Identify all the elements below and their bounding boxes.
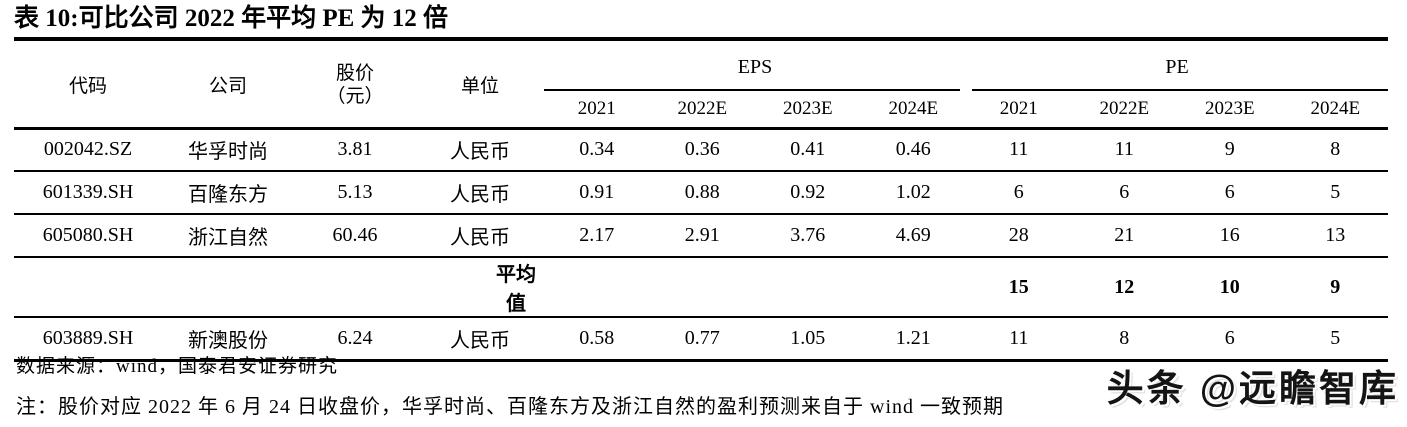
cell-eps-2021: 0.58 bbox=[544, 317, 650, 362]
cell-code: 002042.SZ bbox=[14, 128, 162, 172]
cell-eps-2021: 2.17 bbox=[544, 214, 650, 258]
eps-group-underline bbox=[544, 89, 961, 91]
cell-eps-2023e: 1.05 bbox=[755, 317, 861, 362]
average-label: 平均值 bbox=[416, 257, 544, 318]
eps-year-2022e: 2022E bbox=[649, 91, 755, 130]
cell-empty bbox=[162, 257, 294, 318]
pe-group-label: PE bbox=[1165, 55, 1189, 78]
cell-pe-2024e: 8 bbox=[1282, 128, 1389, 172]
cell-empty bbox=[649, 257, 755, 318]
pe-group-underline bbox=[972, 89, 1389, 91]
col-header-code: 代码 bbox=[14, 43, 162, 130]
avg-pe-2021: 15 bbox=[966, 257, 1072, 318]
eps-year-2021: 2021 bbox=[544, 91, 650, 130]
cell-pe-2024e: 5 bbox=[1282, 317, 1389, 362]
cell-price: 5.13 bbox=[294, 171, 416, 215]
group-header-pe: PE bbox=[966, 43, 1389, 91]
col-header-price-line1: 股价 bbox=[335, 62, 374, 84]
eps-year-2024e: 2024E bbox=[860, 91, 967, 130]
cell-unit: 人民币 bbox=[416, 128, 544, 172]
cell-company: 华孚时尚 bbox=[162, 128, 294, 172]
cell-eps-2022e: 0.88 bbox=[649, 171, 755, 215]
watermark: 头条 @远瞻智库 bbox=[1106, 368, 1399, 409]
pe-year-2023e: 2023E bbox=[1177, 91, 1283, 130]
cell-unit: 人民币 bbox=[416, 214, 544, 258]
cell-company: 百隆东方 bbox=[162, 171, 294, 215]
footnote: 注：股价对应 2022 年 6 月 24 日收盘价，华孚时尚、百隆东方及浙江自然… bbox=[16, 396, 1004, 418]
cell-unit: 人民币 bbox=[416, 317, 544, 362]
cell-pe-2021: 6 bbox=[966, 171, 1072, 215]
comparable-companies-table: 代码 公司 股价 （元） 单位 EPS PE 2021 2022E 2023E bbox=[14, 43, 1389, 362]
cell-eps-2024e: 4.69 bbox=[860, 214, 967, 258]
cell-pe-2022e: 8 bbox=[1071, 317, 1178, 362]
cell-pe-2023e: 6 bbox=[1177, 171, 1283, 215]
cell-eps-2023e: 0.41 bbox=[755, 128, 861, 172]
data-source-note: 数据来源：wind，国泰君安证券研究 bbox=[16, 356, 339, 377]
cell-pe-2023e: 9 bbox=[1177, 128, 1283, 172]
pe-year-2021: 2021 bbox=[966, 91, 1072, 130]
cell-eps-2024e: 1.02 bbox=[860, 171, 967, 215]
cell-pe-2023e: 16 bbox=[1177, 214, 1283, 258]
cell-pe-2024e: 5 bbox=[1282, 171, 1389, 215]
cell-eps-2023e: 3.76 bbox=[755, 214, 861, 258]
col-header-price: 股价 （元） bbox=[294, 43, 416, 130]
table-row: 605080.SH 浙江自然 60.46 人民币 2.17 2.91 3.76 … bbox=[14, 214, 1389, 258]
cell-eps-2022e: 0.36 bbox=[649, 128, 755, 172]
cell-empty bbox=[294, 257, 416, 318]
cell-pe-2024e: 13 bbox=[1282, 214, 1389, 258]
pe-year-2022e: 2022E bbox=[1071, 91, 1178, 130]
cell-eps-2021: 0.34 bbox=[544, 128, 650, 172]
cell-pe-2021: 11 bbox=[966, 128, 1072, 172]
group-header-row: 代码 公司 股价 （元） 单位 EPS PE bbox=[14, 43, 1389, 130]
cell-price: 60.46 bbox=[294, 214, 416, 258]
cell-code: 601339.SH bbox=[14, 171, 162, 215]
cell-price: 6.24 bbox=[294, 317, 416, 362]
cell-eps-2024e: 0.46 bbox=[860, 128, 967, 172]
cell-eps-2022e: 0.77 bbox=[649, 317, 755, 362]
pe-year-2024e: 2024E bbox=[1282, 91, 1389, 130]
avg-pe-2022e: 12 bbox=[1071, 257, 1178, 318]
cell-eps-2023e: 0.92 bbox=[755, 171, 861, 215]
eps-group-label: EPS bbox=[737, 55, 773, 78]
cell-pe-2022e: 6 bbox=[1071, 171, 1178, 215]
cell-pe-2023e: 6 bbox=[1177, 317, 1283, 362]
col-header-company: 公司 bbox=[162, 43, 294, 130]
cell-empty bbox=[544, 257, 650, 318]
cell-empty bbox=[860, 257, 967, 318]
cell-company: 新澳股份 bbox=[162, 317, 294, 362]
table-row: 601339.SH 百隆东方 5.13 人民币 0.91 0.88 0.92 1… bbox=[14, 171, 1389, 215]
table-row: 002042.SZ 华孚时尚 3.81 人民币 0.34 0.36 0.41 0… bbox=[14, 128, 1389, 172]
cell-company: 浙江自然 bbox=[162, 214, 294, 258]
col-header-price-line2: （元） bbox=[326, 85, 384, 107]
cell-empty bbox=[755, 257, 861, 318]
cell-unit: 人民币 bbox=[416, 171, 544, 215]
cell-code: 605080.SH bbox=[14, 214, 162, 258]
cell-eps-2022e: 2.91 bbox=[649, 214, 755, 258]
cell-pe-2022e: 21 bbox=[1071, 214, 1178, 258]
cell-pe-2021: 11 bbox=[966, 317, 1072, 362]
eps-year-2023e: 2023E bbox=[755, 91, 861, 130]
year-header-row: 2021 2022E 2023E 2024E 2021 2022E 2023E … bbox=[14, 91, 1389, 130]
cell-eps-2021: 0.91 bbox=[544, 171, 650, 215]
col-header-unit: 单位 bbox=[416, 43, 544, 130]
group-header-eps: EPS bbox=[544, 43, 966, 91]
cell-code: 603889.SH bbox=[14, 317, 162, 362]
average-row: 平均值 15 12 10 9 bbox=[14, 257, 1389, 318]
cell-eps-2024e: 1.21 bbox=[860, 317, 967, 362]
cell-empty bbox=[14, 257, 162, 318]
cell-pe-2022e: 11 bbox=[1071, 128, 1178, 172]
table-row: 603889.SH 新澳股份 6.24 人民币 0.58 0.77 1.05 1… bbox=[14, 317, 1389, 362]
cell-pe-2021: 28 bbox=[966, 214, 1072, 258]
avg-pe-2023e: 10 bbox=[1177, 257, 1283, 318]
page-title: 表 10:可比公司 2022 年平均 PE 为 12 倍 bbox=[14, 0, 1388, 41]
cell-price: 3.81 bbox=[294, 128, 416, 172]
avg-pe-2024e: 9 bbox=[1282, 257, 1389, 318]
